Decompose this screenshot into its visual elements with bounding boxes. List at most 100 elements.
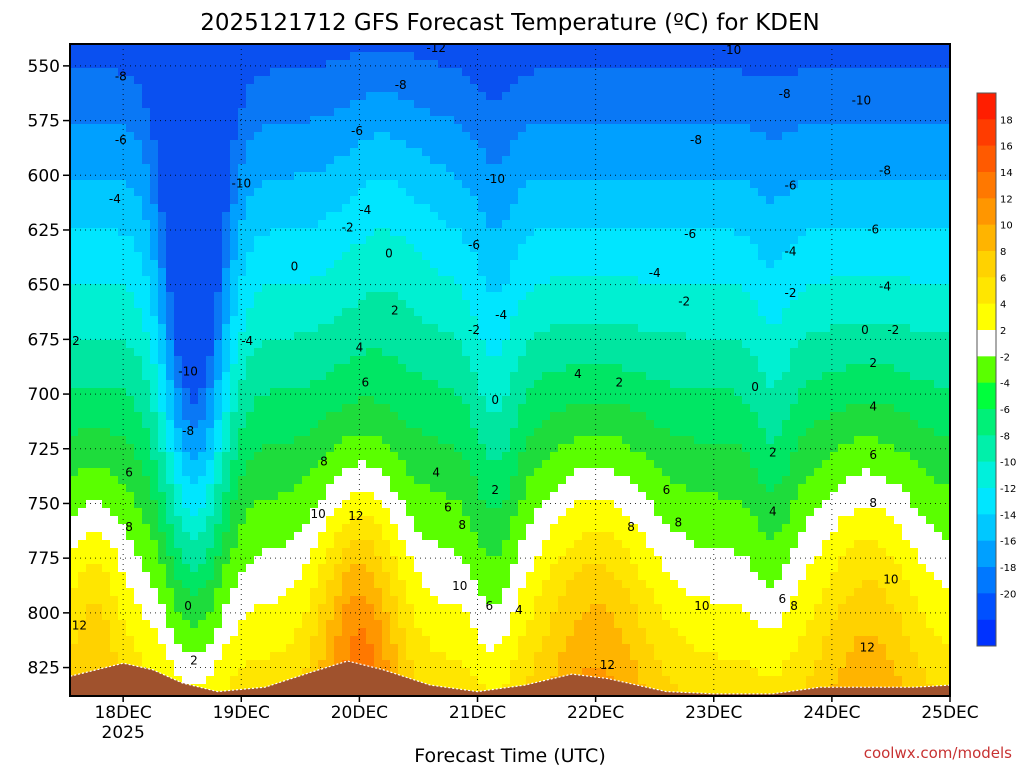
contour-label: 4 <box>769 505 777 519</box>
contour-label: -10 <box>852 93 872 107</box>
colorbar-label: 16 <box>1000 142 1013 153</box>
contour-label: 12 <box>600 658 615 672</box>
x-tick-label: 25DEC <box>921 703 978 723</box>
contour-label: 10 <box>452 579 467 593</box>
colorbar-swatch <box>977 620 996 646</box>
contour-label: 6 <box>869 448 877 462</box>
colorbar-swatch <box>977 93 996 120</box>
colorbar-label: 12 <box>1000 194 1013 205</box>
contour-label: -4 <box>241 334 253 348</box>
contour-label: -8 <box>779 87 791 101</box>
y-tick-label: 650 <box>28 276 60 296</box>
colorbar-label: 8 <box>1000 247 1006 258</box>
contour-label: 6 <box>778 592 786 606</box>
contour-label: -2 <box>342 220 354 234</box>
contour-label: -8 <box>879 163 891 177</box>
contour-label: 4 <box>869 400 877 414</box>
contour-label: 8 <box>627 520 635 534</box>
y-tick-label: 800 <box>28 604 60 624</box>
contour-label: 6 <box>663 483 671 497</box>
x-tick-label: 18DEC <box>94 703 151 723</box>
contour-label: 6 <box>125 465 133 479</box>
contour-label: -4 <box>109 192 121 206</box>
contour-label: -6 <box>867 223 879 237</box>
contour-label: 12 <box>72 619 87 633</box>
colorbar-swatch <box>977 488 996 515</box>
colorbar-label: 18 <box>1000 115 1013 126</box>
y-tick-label: 825 <box>28 659 60 679</box>
contour-label: 6 <box>485 599 493 613</box>
contour-label: 12 <box>860 640 875 654</box>
colorbar-label: -20 <box>1000 589 1016 600</box>
y-tick-label: 550 <box>28 57 60 77</box>
colorbar-swatch <box>977 198 996 225</box>
contour-label: -4 <box>495 308 507 322</box>
contour-label: 8 <box>125 520 133 534</box>
colorbar-swatch <box>977 593 996 620</box>
contour-label: -8 <box>690 133 702 147</box>
contour-label: 0 <box>491 393 499 407</box>
contour-label: 2 <box>869 356 877 370</box>
contour-label: -4 <box>879 279 891 293</box>
colorbar-swatch <box>977 462 996 489</box>
x-tick-label: 22DEC <box>567 703 624 723</box>
temperature-fill <box>70 44 951 701</box>
colorbar-swatch <box>977 304 996 331</box>
contour-label: 2 <box>72 334 80 348</box>
contour-label: 8 <box>674 516 682 530</box>
colorbar-swatch <box>977 277 996 304</box>
colorbar-swatch <box>977 251 996 278</box>
x-tick-label: 21DEC <box>449 703 506 723</box>
contour-label: 8 <box>320 454 328 468</box>
contour-label: 2 <box>491 483 499 497</box>
contour-label: 10 <box>694 599 709 613</box>
y-tick-label: 600 <box>28 166 60 186</box>
contour-label: 2 <box>769 446 777 460</box>
contour-label: 12 <box>348 509 363 523</box>
colorbar-swatch <box>977 435 996 462</box>
colorbar-label: -4 <box>1000 379 1010 390</box>
colorbar-swatch <box>977 172 996 199</box>
contour-label: -6 <box>785 179 797 193</box>
contour-label: 4 <box>574 367 582 381</box>
contour-label: 4 <box>356 341 364 355</box>
colorbar-label: -16 <box>1000 537 1016 548</box>
colorbar-label: 2 <box>1000 326 1006 337</box>
y-tick-label: 750 <box>28 494 60 514</box>
x-tick-sublabel: 2025 <box>102 723 145 743</box>
colorbar-label: 14 <box>1000 168 1013 179</box>
contour-label: -2 <box>678 295 690 309</box>
contour-label: -4 <box>359 203 371 217</box>
colorbar-swatch <box>977 383 996 410</box>
colorbar-label: 10 <box>1000 221 1013 232</box>
contour-label: 2 <box>190 654 198 668</box>
colorbar-label: -8 <box>1000 431 1010 442</box>
contour-label: -2 <box>468 323 480 337</box>
colorbar-label: 6 <box>1000 273 1006 284</box>
colorbar-label: -14 <box>1000 510 1016 521</box>
y-tick-label: 775 <box>28 549 60 569</box>
y-tick-label: 725 <box>28 440 60 460</box>
y-tick-label: 625 <box>28 221 60 241</box>
contour-label: -6 <box>684 227 696 241</box>
contour-label: 2 <box>391 303 399 317</box>
colorbar-label: 4 <box>1000 300 1006 311</box>
chart-title: 2025121712 GFS Forecast Temperature (ºC)… <box>200 10 819 36</box>
contour-label: 8 <box>869 496 877 510</box>
colorbar-swatch <box>977 567 996 594</box>
contour-label: -10 <box>231 177 251 191</box>
contour-label: 8 <box>790 599 798 613</box>
colorbar-swatch <box>977 514 996 541</box>
x-tick-label: 24DEC <box>803 703 860 723</box>
contour-label: -8 <box>115 69 127 83</box>
colorbar-label: -2 <box>1000 352 1010 363</box>
colorbar-swatch <box>977 330 996 357</box>
contour-label: 10 <box>883 573 898 587</box>
contour-label: -10 <box>485 172 505 186</box>
colorbar-swatch <box>977 541 996 568</box>
colorbar-swatch <box>977 409 996 436</box>
x-tick-label: 20DEC <box>331 703 388 723</box>
